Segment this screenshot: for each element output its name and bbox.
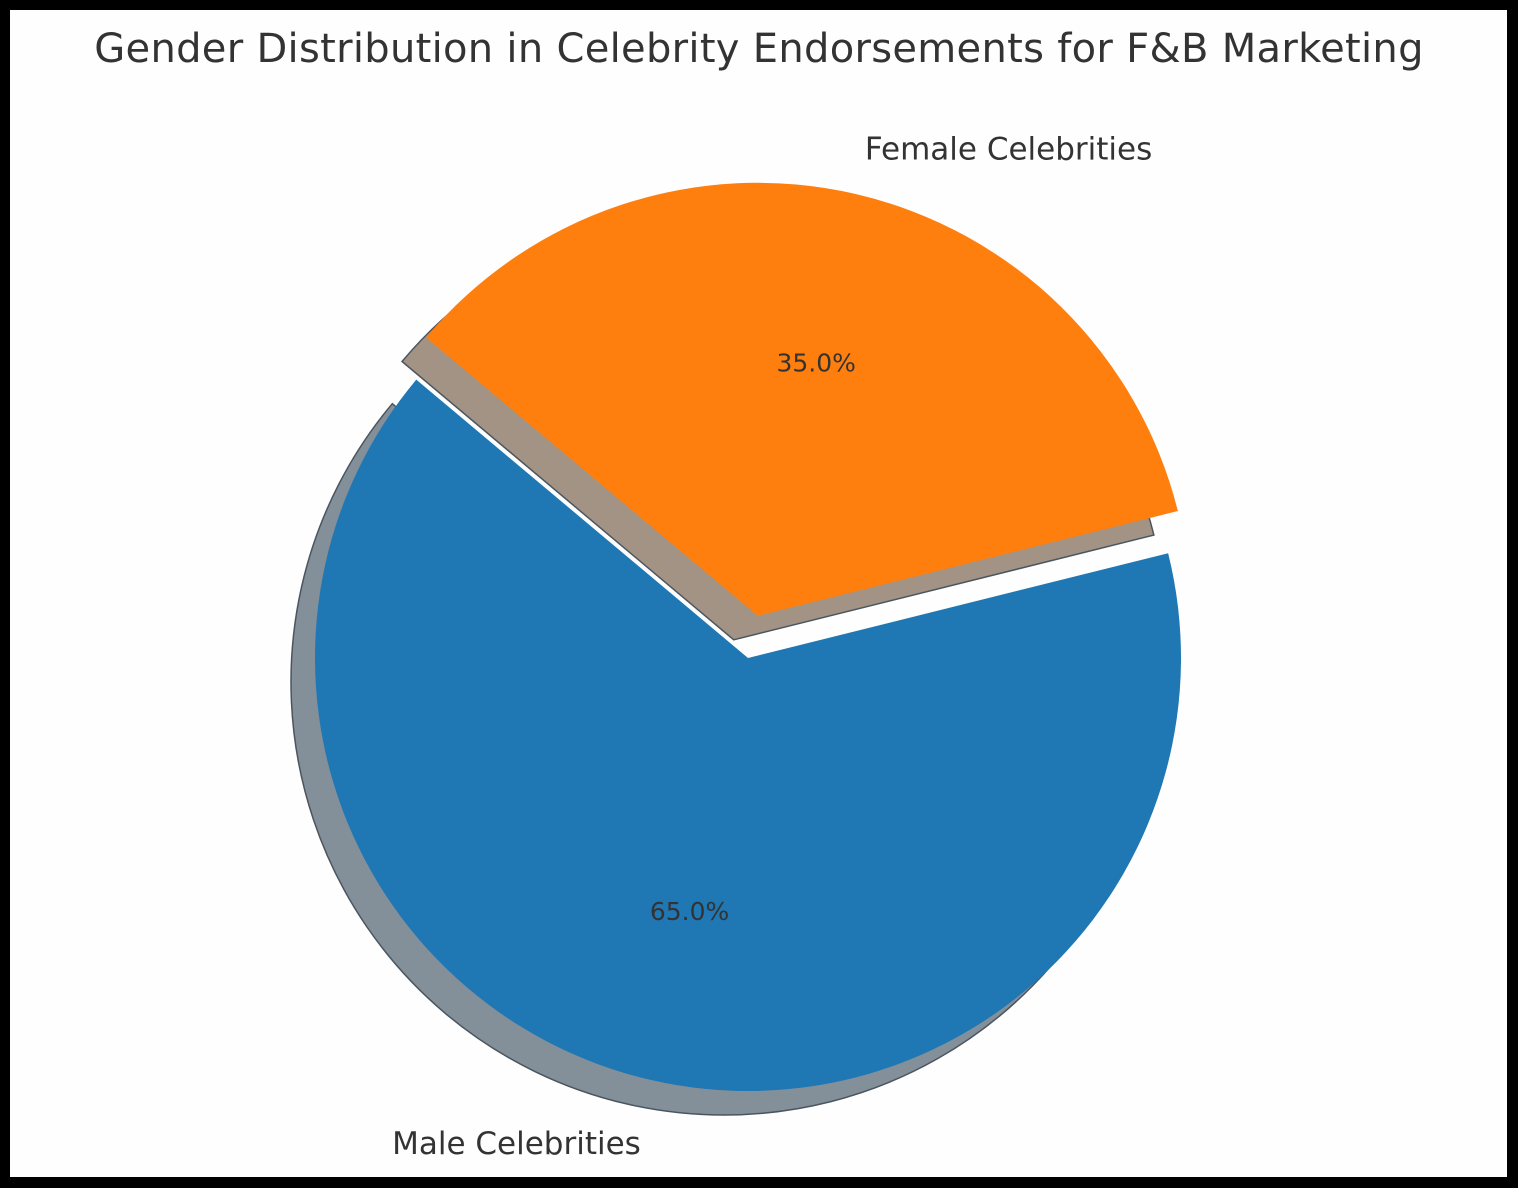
- slice-category-label: Female Celebrities: [865, 132, 1152, 168]
- pie-slice-male-celebrities: [315, 379, 1182, 1092]
- slice-percent-label: 35.0%: [776, 349, 855, 378]
- pie-slices: [315, 182, 1182, 1092]
- chart-title: Gender Distribution in Celebrity Endorse…: [94, 26, 1424, 72]
- slice-category-label: Male Celebrities: [392, 1126, 641, 1162]
- slice-percent-label: 65.0%: [650, 897, 729, 926]
- pie-labels: 65.0% Male Celebrities 35.0% Female Celebri…: [392, 132, 1152, 1162]
- pie-slice-female-celebrities: [426, 182, 1178, 616]
